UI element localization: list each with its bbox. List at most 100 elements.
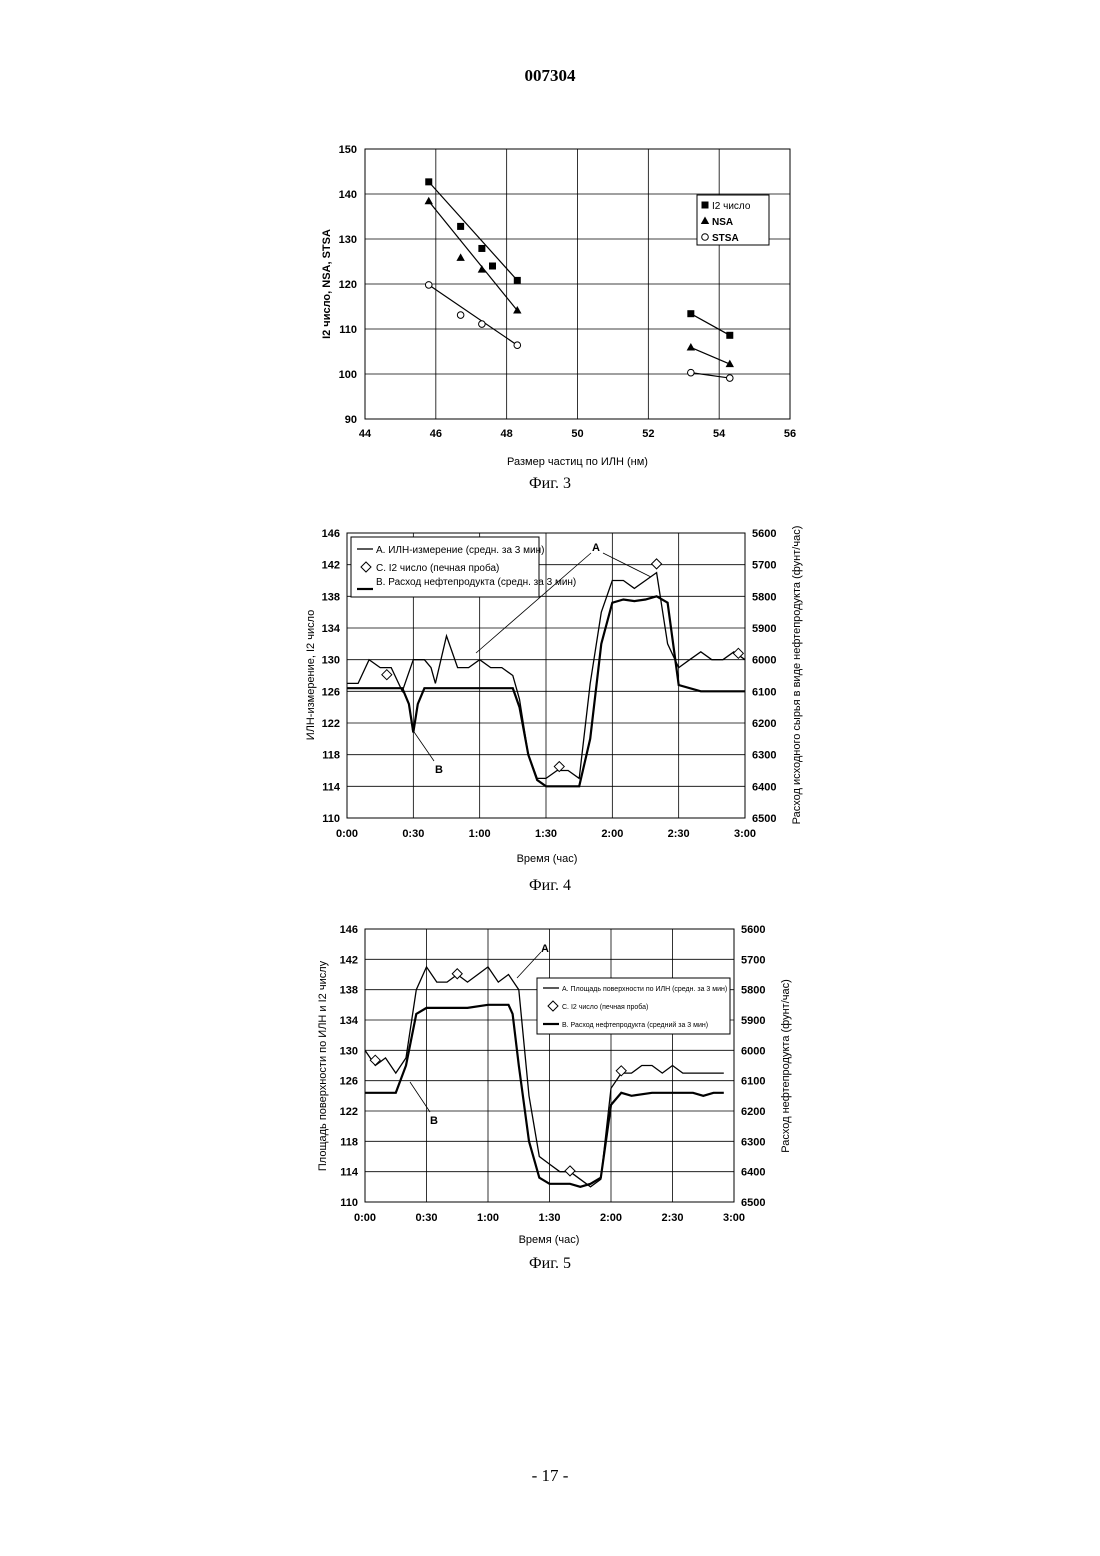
y-tick-label: 126	[322, 686, 340, 698]
y-tick-label: 138	[322, 591, 340, 603]
annotation-b-leader	[412, 729, 434, 761]
data-point	[457, 312, 464, 319]
legend-label-b: В. Расход нефтепродукта (средний за 3 ми…	[562, 1021, 708, 1029]
y-tick-label: 142	[322, 560, 340, 572]
data-point	[457, 223, 464, 230]
x-axis-label: Время (час)	[519, 1234, 580, 1246]
legend-label: STSA	[712, 233, 739, 244]
y-axis-label: I2 число, NSA, STSA	[321, 229, 333, 339]
y-tick-label: 110	[339, 324, 357, 336]
y2-tick-label: 6400	[752, 781, 776, 793]
y2-tick-label: 6000	[741, 1045, 765, 1057]
data-point	[687, 310, 694, 317]
y2-tick-label: 5800	[752, 591, 776, 603]
legend-label-a: А. ИЛН-измерение (средн. за 3 мин)	[376, 545, 544, 556]
y-tick-label: 110	[340, 1197, 358, 1209]
y-axis-label: Площадь поверхности по ИЛН и I2 числу	[317, 960, 329, 1171]
data-point	[425, 197, 433, 205]
legend-label-b: В. Расход нефтепродукта (средн. за 3 мин…	[376, 576, 576, 588]
figure-caption: Фиг. 4	[529, 877, 571, 894]
y2-tick-label: 6000	[752, 655, 776, 667]
figure-5: 0:000:301:001:302:002:303:00110114118122…	[0, 910, 1100, 1280]
data-point	[514, 277, 521, 284]
y2-tick-label: 5900	[752, 623, 776, 635]
trend-line	[691, 314, 730, 336]
x-tick-label: 2:30	[661, 1212, 683, 1224]
y2-tick-label: 5600	[741, 924, 765, 936]
x-tick-label: 1:00	[469, 828, 491, 840]
annotation-a: А	[541, 943, 549, 955]
x-tick-label: 1:30	[535, 828, 557, 840]
trend-line	[691, 373, 730, 378]
legend-label-a: А. Площадь поверхности по ИЛН (средн. за…	[562, 986, 727, 993]
x-tick-label: 0:30	[402, 828, 424, 840]
legend-marker	[702, 202, 709, 209]
x-tick-label: 1:00	[477, 1212, 499, 1224]
data-point	[479, 321, 486, 328]
y-tick-label: 142	[340, 954, 358, 966]
y-tick-label: 126	[340, 1076, 358, 1088]
lab-sample-point	[382, 670, 392, 680]
lab-sample-point	[616, 1066, 626, 1076]
x-tick-label: 0:30	[415, 1212, 437, 1224]
y-tick-label: 122	[322, 718, 340, 730]
y2-tick-label: 6500	[741, 1197, 765, 1209]
y-tick-label: 130	[339, 234, 357, 246]
legend-label: I2 число	[712, 201, 751, 212]
y-tick-label: 114	[340, 1167, 359, 1179]
x-tick-label: 50	[571, 428, 583, 440]
y2-axis-label: Расход нефтепродукта (фунт/час)	[780, 979, 792, 1153]
data-point	[489, 263, 496, 270]
x-tick-label: 46	[430, 428, 442, 440]
data-point	[456, 253, 464, 261]
data-point	[726, 332, 733, 339]
x-tick-label: 0:00	[336, 828, 358, 840]
x-tick-label: 3:00	[723, 1212, 745, 1224]
y-tick-label: 110	[322, 813, 340, 825]
y-tick-label: 138	[340, 985, 358, 997]
x-tick-label: 52	[642, 428, 654, 440]
y2-tick-label: 6300	[741, 1136, 765, 1148]
legend-label-c: С. I2 число (печная проба)	[376, 562, 499, 574]
y2-tick-label: 6100	[752, 686, 776, 698]
x-tick-label: 54	[713, 428, 726, 440]
lab-sample-point	[652, 559, 662, 569]
y2-tick-label: 5900	[741, 1015, 765, 1027]
y-axis-label: ИЛН-измерение, I2 число	[305, 610, 317, 741]
data-point	[425, 282, 432, 289]
data-point	[687, 343, 695, 351]
y-tick-label: 118	[322, 750, 340, 762]
y2-tick-label: 5700	[741, 954, 765, 966]
figure-caption: Фиг. 3	[529, 475, 571, 492]
x-tick-label: 3:00	[734, 828, 756, 840]
y2-tick-label: 6200	[752, 718, 776, 730]
annotation-b: В	[430, 1115, 438, 1127]
figure-4: 0:000:301:001:302:002:303:00110114118122…	[0, 515, 1100, 900]
y-tick-label: 146	[322, 528, 340, 540]
legend-label-c: С. I2 число (печная проба)	[562, 1003, 648, 1011]
x-tick-label: 0:00	[354, 1212, 376, 1224]
trend-line	[429, 182, 518, 281]
figure-caption: Фиг. 5	[529, 1255, 571, 1272]
x-axis-label: Размер частиц по ИЛН (нм)	[507, 456, 648, 468]
data-point	[478, 265, 486, 273]
x-tick-label: 48	[501, 428, 513, 440]
y-tick-label: 150	[339, 144, 357, 156]
y-tick-label: 134	[322, 623, 341, 635]
x-tick-label: 44	[359, 428, 372, 440]
y-tick-label: 90	[345, 414, 357, 426]
data-point	[478, 245, 485, 252]
y-tick-label: 146	[340, 924, 358, 936]
y-tick-label: 140	[339, 189, 357, 201]
data-point	[688, 369, 695, 376]
y2-tick-label: 5600	[752, 528, 776, 540]
data-point	[425, 178, 432, 185]
page-footer: - 17 -	[0, 1466, 1100, 1486]
y2-axis-label: Расход исходного сырья в виде нефтепроду…	[791, 526, 803, 825]
legend-marker	[702, 234, 709, 241]
x-tick-label: 2:00	[601, 828, 623, 840]
y-tick-label: 122	[340, 1106, 358, 1118]
x-tick-label: 2:00	[600, 1212, 622, 1224]
page-header: 007304	[0, 66, 1100, 86]
annotation-b-leader	[410, 1082, 430, 1112]
